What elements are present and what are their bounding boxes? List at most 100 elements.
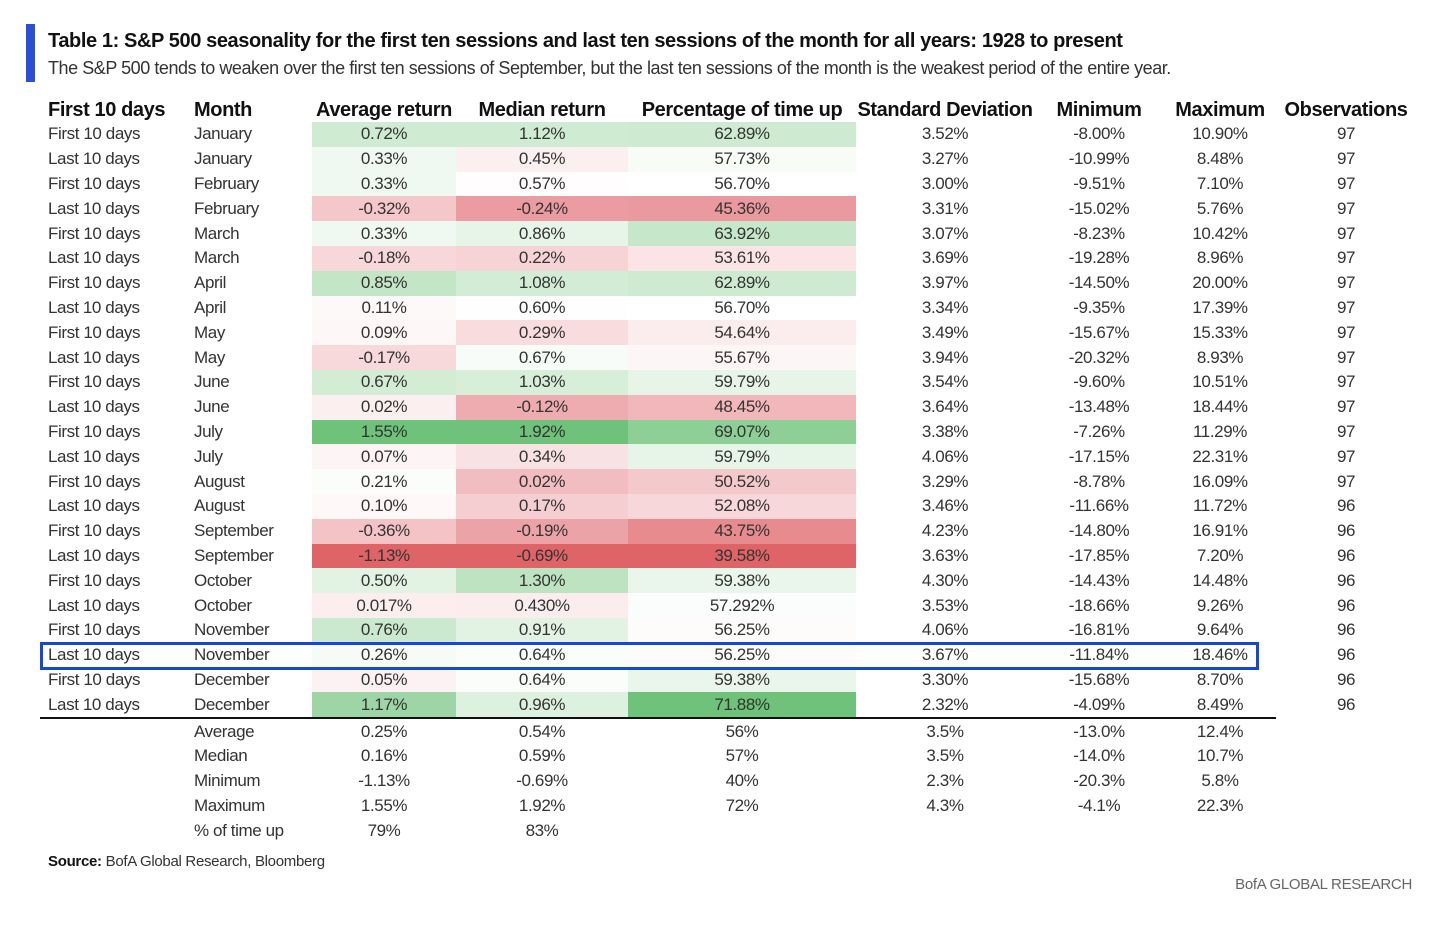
table-row: First 10 days November 0.76% 0.91% 56.25% 4.0… [40,617,1416,643]
cell-average-return: 0.72% [312,122,456,147]
summary-cell-median-return: 0.59% [518,746,566,766]
cell-observations: 96 [1336,496,1356,516]
summary-cell-median-return: 0.54% [518,721,566,741]
cell-minimum: -17.15% [1068,446,1130,466]
summary-cell-std-dev: 3.5% [926,721,964,741]
table-row: First 10 days March 0.33% 0.86% 63.92% 3.07% -… [40,221,1416,246]
cell-period: First 10 days [48,273,141,293]
cell-std-dev: 3.67% [921,645,969,665]
summary-cell-pct-time-up: 40% [725,771,759,791]
summary-spacer [1276,818,1416,843]
cell-maximum: 11.29% [1193,421,1247,441]
cell-std-dev: 3.38% [921,421,969,441]
cell-minimum: -19.28% [1068,248,1130,268]
cell-observations: 96 [1336,595,1356,615]
cell-median-return: 0.17% [456,493,628,519]
cell-average-return: 1.17% [312,692,456,720]
cell-period: Last 10 days [48,446,140,466]
cell-observations: 97 [1336,124,1356,144]
cell-observations: 97 [1336,421,1356,441]
cell-minimum: -9.35% [1073,297,1125,317]
table-row: Last 10 days January 0.33% 0.45% 57.73% 3.27%… [40,146,1416,172]
cell-maximum: 22.31% [1192,446,1248,466]
table-row: Last 10 days June 0.02% -0.12% 48.45% 3.64% -1… [40,394,1416,420]
cell-pct-time-up: 54.64% [628,320,856,346]
cell-observations: 97 [1336,446,1356,466]
cell-std-dev: 3.52% [921,124,969,144]
summary-spacer [40,794,186,819]
cell-maximum: 10.90% [1192,124,1248,144]
cell-period: Last 10 days [48,496,140,516]
cell-month: July [194,421,223,441]
cell-pct-time-up: 56.25% [628,617,856,643]
summary-label: Average [194,721,255,741]
cell-average-return: 0.26% [312,642,456,668]
summary-spacer [1276,794,1416,819]
cell-month: October [194,570,252,590]
col-header-pct-time-up: Percentage of time up [641,99,843,121]
cell-average-return: 0.76% [312,617,456,643]
cell-maximum: 8.96% [1196,248,1244,268]
table-row: Last 10 days August 0.10% 0.17% 52.08% 3.46% -… [40,493,1416,519]
cell-minimum: -11.84% [1069,645,1129,665]
table-row: Last 10 days November 0.26% 0.64% 56.25% 3.67… [40,642,1416,668]
source-text: BofA Global Research, Bloomberg [105,853,325,870]
table-row: First 10 days December 0.05% 0.64% 59.38% 3.3… [40,667,1416,693]
table-title: Table 1: S&P 500 seasonality for the fir… [48,30,1123,52]
summary-cell-average-return: 79% [367,820,401,840]
cell-average-return: -0.18% [312,245,456,271]
cell-average-return: 0.05% [312,667,456,693]
summary-cell-maximum: 10.7% [1196,746,1244,766]
cell-observations: 96 [1336,570,1356,590]
cell-month: July [194,446,223,466]
summary-cell-pct-time-up: 72% [725,795,759,815]
cell-maximum: 9.64% [1196,620,1244,640]
summary-cell-average-return: -1.13% [358,771,410,791]
cell-std-dev: 3.64% [921,397,969,417]
table-row: Last 10 days May -0.17% 0.67% 55.67% 3.94% -20… [40,345,1416,370]
cell-pct-time-up: 63.92% [628,221,856,246]
table-row: First 10 days October 0.50% 1.30% 59.38% 4.30… [40,568,1416,594]
cell-period: First 10 days [48,570,141,590]
cell-median-return: 1.30% [456,568,628,594]
cell-month: March [194,223,240,243]
source-note: Source: BofA Global Research, Bloomberg [48,853,325,870]
cell-std-dev: 2.32% [856,692,1034,720]
table-row: Last 10 days February -0.32% -0.24% 45.36% 3.… [40,196,1416,222]
cell-observations: 97 [1336,322,1356,342]
cell-month: June [194,397,230,417]
cell-period: Last 10 days [40,692,186,720]
cell-median-return: 0.91% [456,617,628,643]
cell-average-return: 1.55% [312,419,456,445]
cell-pct-time-up: 39.58% [628,543,856,569]
cell-observations: 96 [1336,645,1356,665]
cell-month: June [194,372,230,392]
cell-minimum: -4.09% [1034,692,1164,720]
cell-median-return: 0.64% [456,642,628,668]
cell-std-dev: 3.69% [921,248,969,268]
cell-observations: 97 [1336,223,1356,243]
cell-period: Last 10 days [48,645,140,665]
cell-period: Last 10 days [48,347,140,367]
seasonality-table: First 10 days Month Average return Media… [40,94,1416,843]
cell-maximum: 20.00% [1192,273,1248,293]
cell-std-dev: 3.54% [921,372,969,392]
cell-maximum: 5.76% [1196,198,1244,218]
cell-minimum: -20.32% [1068,347,1130,367]
cell-period: First 10 days [48,124,141,144]
cell-average-return: 0.07% [312,444,456,470]
cell-average-return: 0.85% [312,270,456,296]
cell-observations: 96 [1336,695,1356,715]
cell-minimum: -7.26% [1073,421,1125,441]
cell-minimum: -15.68% [1068,669,1130,689]
table-row: Last 10 days April 0.11% 0.60% 56.70% 3.34% -9… [40,295,1416,321]
cell-maximum: 18.44% [1192,397,1248,417]
cell-minimum: -17.85% [1068,545,1130,565]
summary-cell-std-dev [856,818,1034,843]
cell-std-dev: 3.07% [921,223,969,243]
cell-observations: 97 [1336,149,1356,169]
cell-maximum: 16.91% [1192,521,1248,541]
cell-pct-time-up: 56.70% [628,295,856,321]
summary-spacer [40,744,186,769]
cell-median-return: -0.69% [456,543,628,569]
